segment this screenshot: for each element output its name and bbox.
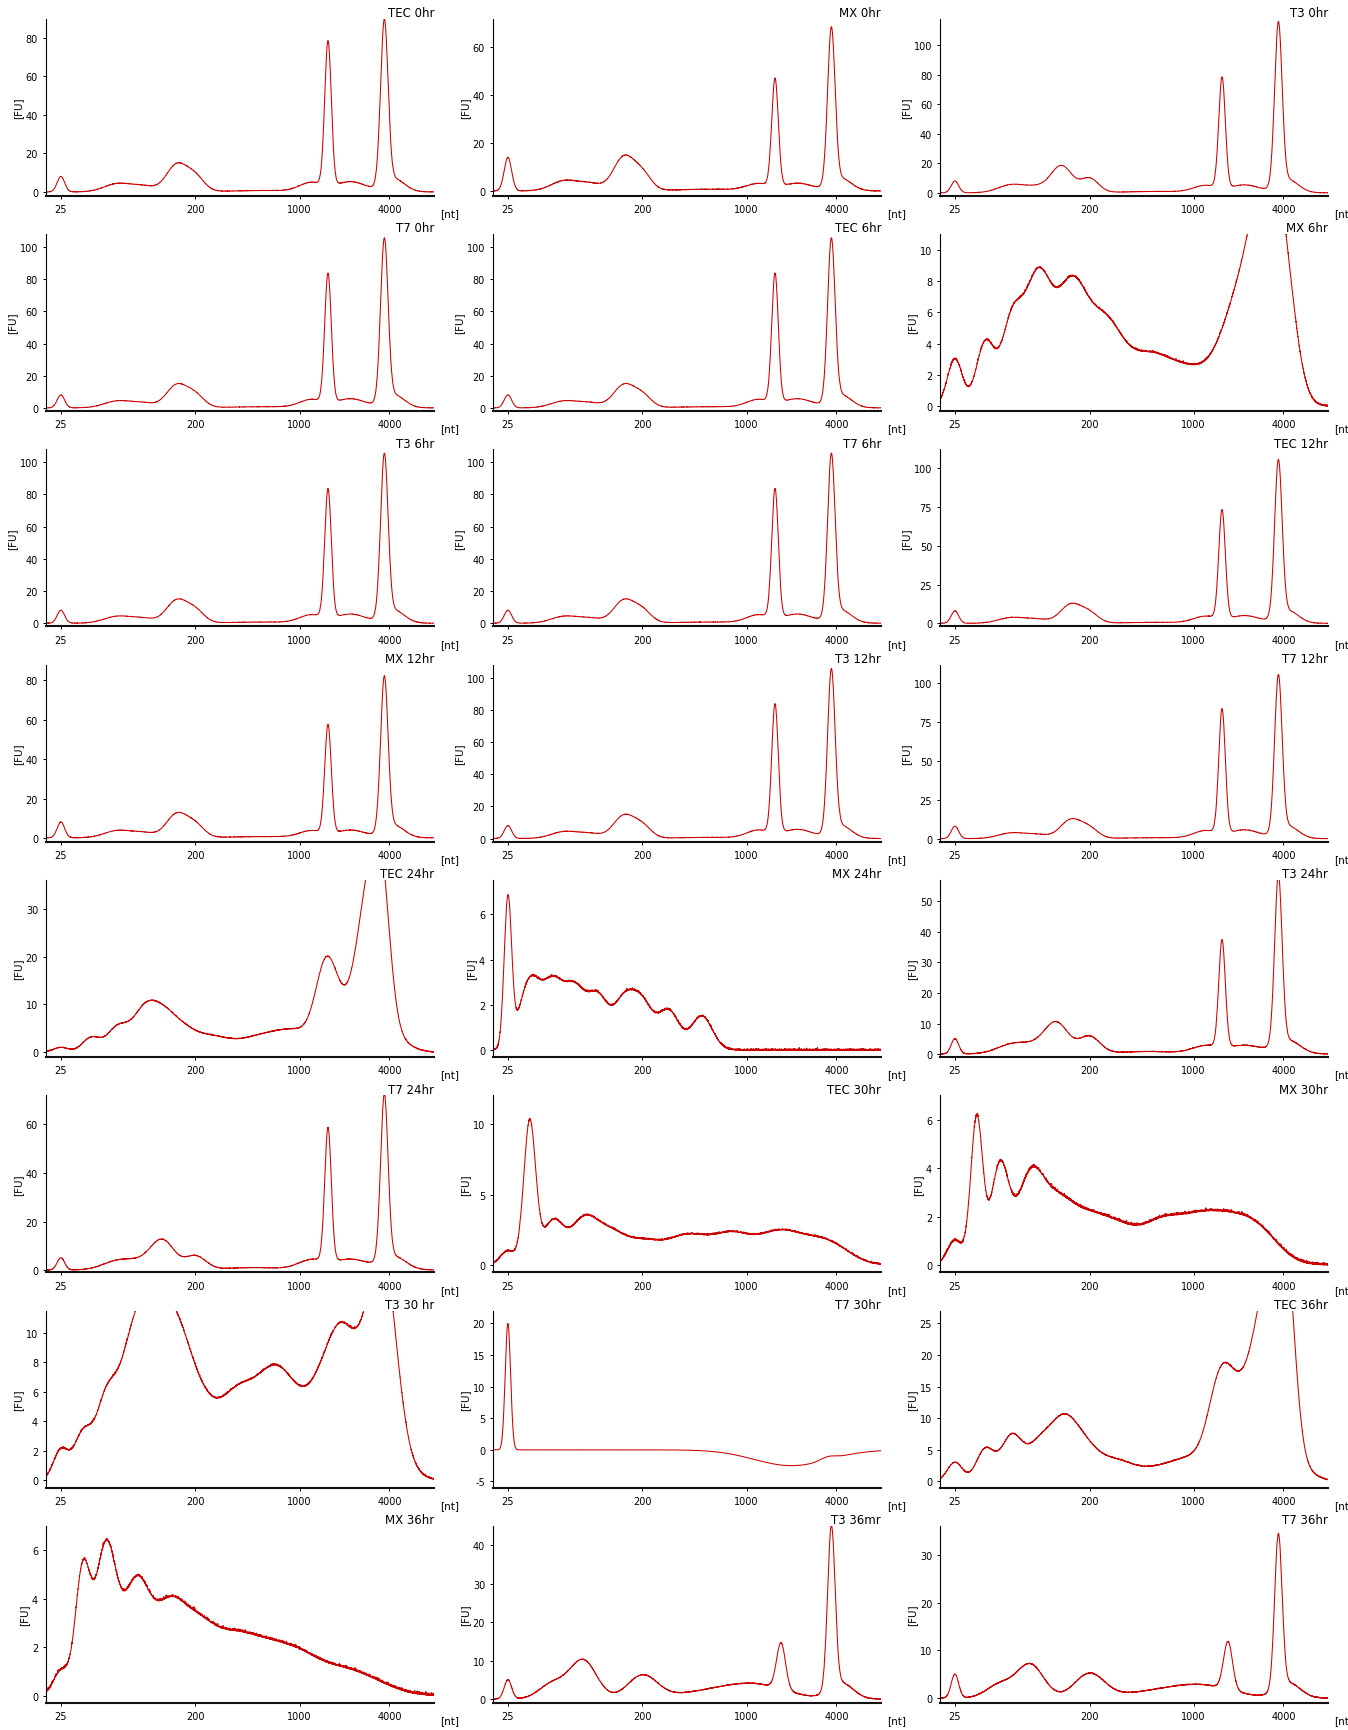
Text: T3 12hr: T3 12hr: [836, 652, 882, 666]
Y-axis label: [FU]: [FU]: [460, 1604, 470, 1626]
Y-axis label: [FU]: [FU]: [13, 742, 23, 765]
X-axis label: [nt]: [nt]: [887, 640, 906, 649]
Text: TEC 12hr: TEC 12hr: [1274, 438, 1328, 450]
X-axis label: [nt]: [nt]: [887, 1285, 906, 1296]
X-axis label: [nt]: [nt]: [441, 1500, 460, 1510]
Y-axis label: [FU]: [FU]: [907, 1604, 917, 1626]
Text: MX 0hr: MX 0hr: [840, 7, 882, 21]
X-axis label: [nt]: [nt]: [1335, 424, 1348, 434]
X-axis label: [nt]: [nt]: [887, 1716, 906, 1725]
Text: MX 36hr: MX 36hr: [386, 1514, 434, 1526]
Text: T7 24hr: T7 24hr: [388, 1083, 434, 1097]
Text: T7 0hr: T7 0hr: [396, 221, 434, 235]
Text: T3 6hr: T3 6hr: [396, 438, 434, 450]
X-axis label: [nt]: [nt]: [1335, 1716, 1348, 1725]
Text: MX 6hr: MX 6hr: [1286, 221, 1328, 235]
Y-axis label: [FU]: [FU]: [907, 1389, 917, 1410]
X-axis label: [nt]: [nt]: [887, 1500, 906, 1510]
X-axis label: [nt]: [nt]: [1335, 855, 1348, 865]
X-axis label: [nt]: [nt]: [887, 424, 906, 434]
Y-axis label: [FU]: [FU]: [13, 958, 23, 979]
Y-axis label: [FU]: [FU]: [460, 97, 470, 119]
Text: T3 36mr: T3 36mr: [832, 1514, 882, 1526]
Y-axis label: [FU]: [FU]: [13, 1389, 23, 1410]
Y-axis label: [FU]: [FU]: [900, 97, 911, 119]
X-axis label: [nt]: [nt]: [441, 640, 460, 649]
Y-axis label: [FU]: [FU]: [466, 958, 476, 979]
Text: T3 30 hr: T3 30 hr: [384, 1298, 434, 1311]
Text: TEC 24hr: TEC 24hr: [380, 868, 434, 881]
Text: T3 0hr: T3 0hr: [1290, 7, 1328, 21]
Text: T7 36hr: T7 36hr: [1282, 1514, 1328, 1526]
Text: TEC 36hr: TEC 36hr: [1274, 1298, 1328, 1311]
Text: T3 24hr: T3 24hr: [1282, 868, 1328, 881]
Y-axis label: [FU]: [FU]: [454, 528, 464, 550]
X-axis label: [nt]: [nt]: [441, 424, 460, 434]
Text: T7 6hr: T7 6hr: [842, 438, 882, 450]
Y-axis label: [FU]: [FU]: [13, 97, 23, 119]
Text: TEC 6hr: TEC 6hr: [834, 221, 882, 235]
X-axis label: [nt]: [nt]: [441, 855, 460, 865]
X-axis label: [nt]: [nt]: [441, 1285, 460, 1296]
Y-axis label: [FU]: [FU]: [900, 528, 911, 550]
X-axis label: [nt]: [nt]: [1335, 1500, 1348, 1510]
Y-axis label: [FU]: [FU]: [460, 1173, 470, 1195]
Text: MX 12hr: MX 12hr: [384, 652, 434, 666]
Y-axis label: [FU]: [FU]: [7, 528, 18, 550]
X-axis label: [nt]: [nt]: [441, 1716, 460, 1725]
X-axis label: [nt]: [nt]: [441, 209, 460, 220]
Text: T7 30hr: T7 30hr: [836, 1298, 882, 1311]
Y-axis label: [FU]: [FU]: [460, 1389, 470, 1410]
X-axis label: [nt]: [nt]: [1335, 1285, 1348, 1296]
X-axis label: [nt]: [nt]: [441, 1069, 460, 1080]
Y-axis label: [FU]: [FU]: [19, 1604, 30, 1626]
Y-axis label: [FU]: [FU]: [913, 1173, 923, 1195]
Text: TEC 30hr: TEC 30hr: [828, 1083, 882, 1097]
Y-axis label: [FU]: [FU]: [907, 313, 917, 334]
Y-axis label: [FU]: [FU]: [454, 742, 464, 765]
Y-axis label: [FU]: [FU]: [907, 958, 917, 979]
X-axis label: [nt]: [nt]: [887, 855, 906, 865]
X-axis label: [nt]: [nt]: [1335, 1069, 1348, 1080]
Y-axis label: [FU]: [FU]: [13, 1173, 23, 1195]
Text: MX 24hr: MX 24hr: [832, 868, 882, 881]
X-axis label: [nt]: [nt]: [887, 209, 906, 220]
Y-axis label: [FU]: [FU]: [454, 313, 464, 334]
Text: TEC 0hr: TEC 0hr: [388, 7, 434, 21]
Y-axis label: [FU]: [FU]: [7, 313, 18, 334]
Text: T7 12hr: T7 12hr: [1282, 652, 1328, 666]
X-axis label: [nt]: [nt]: [1335, 640, 1348, 649]
X-axis label: [nt]: [nt]: [887, 1069, 906, 1080]
Y-axis label: [FU]: [FU]: [900, 742, 911, 765]
X-axis label: [nt]: [nt]: [1335, 209, 1348, 220]
Text: MX 30hr: MX 30hr: [1279, 1083, 1328, 1097]
